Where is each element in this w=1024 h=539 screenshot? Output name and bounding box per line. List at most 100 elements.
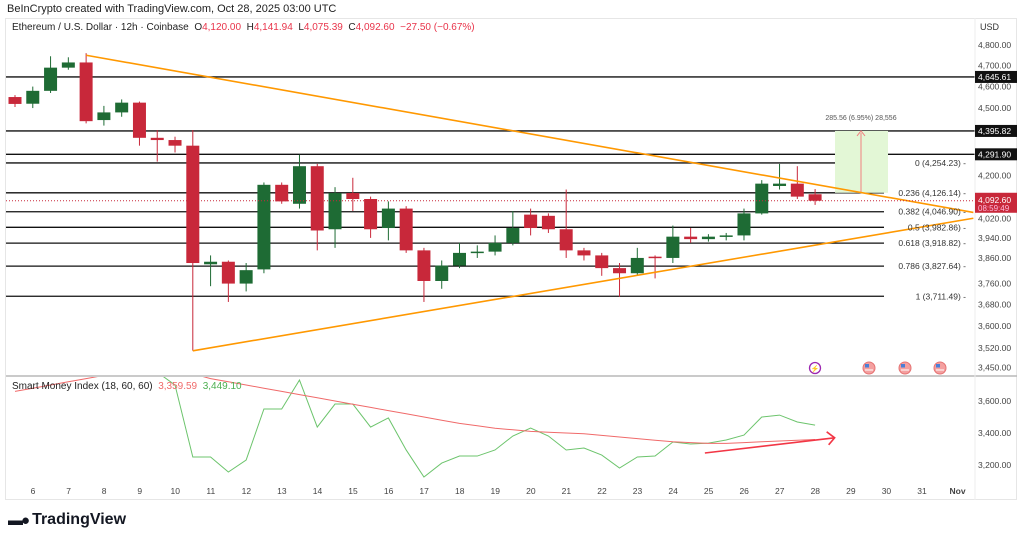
trendline-lower xyxy=(192,217,974,352)
candle-body xyxy=(8,97,22,104)
y-tick-label: 3,860.00 xyxy=(978,253,1011,263)
candle xyxy=(399,206,413,253)
candle-body xyxy=(666,236,680,258)
indicator-name: Smart Money Index (18, 60, 60) xyxy=(12,381,153,392)
candle-body xyxy=(524,214,538,229)
trend-arrowhead xyxy=(826,431,836,446)
price-tag-label: 4,291.90 xyxy=(978,149,1011,159)
x-tick-label: 15 xyxy=(348,486,358,496)
x-tick-label: 29 xyxy=(846,486,856,496)
flag-circle xyxy=(898,361,912,375)
tradingview-logo[interactable]: ▬● TradingView xyxy=(8,511,126,529)
x-tick-label: 6 xyxy=(31,486,36,496)
candle xyxy=(292,154,306,209)
candle-body xyxy=(257,184,271,270)
last-price-box xyxy=(975,192,1017,213)
smi-line xyxy=(163,377,816,478)
candle xyxy=(719,232,733,241)
candle-body xyxy=(684,236,698,240)
x-tick-label: 10 xyxy=(171,486,181,496)
x-tick-label: 20 xyxy=(526,486,536,496)
y-tick-label: 3,940.00 xyxy=(978,233,1011,243)
candle-body xyxy=(310,166,324,231)
x-tick-label: 12 xyxy=(242,486,252,496)
candle-body xyxy=(168,140,182,146)
candle xyxy=(221,260,235,302)
x-tick-label: 14 xyxy=(313,486,323,496)
candle xyxy=(8,95,22,107)
fib-level-label: 0.5 (3,982.86) - xyxy=(908,222,966,232)
candle xyxy=(26,86,40,109)
candle-body xyxy=(453,252,466,266)
indicator-smi-value: 3,449.10 xyxy=(202,381,242,392)
candle-body xyxy=(470,251,484,254)
candle xyxy=(577,247,591,261)
us-flag-icon xyxy=(862,361,876,375)
candle-body xyxy=(79,62,93,122)
candle xyxy=(132,101,146,146)
candle xyxy=(559,189,573,258)
candle xyxy=(488,235,502,256)
y-tick-label: 3,600.00 xyxy=(978,321,1011,331)
flag-circle xyxy=(933,361,947,375)
candle-body xyxy=(737,213,751,236)
x-tick-label: 22 xyxy=(597,486,607,496)
candle xyxy=(186,130,200,351)
candle-body xyxy=(346,193,360,200)
lightning-circle xyxy=(808,361,822,375)
flag-circle xyxy=(862,361,876,375)
fib-level-label: 0.786 (3,827.64) - xyxy=(898,261,966,271)
x-tick-label: 28 xyxy=(811,486,821,496)
candle-body xyxy=(132,102,146,138)
candle-body xyxy=(559,229,573,251)
candle xyxy=(755,180,769,215)
candle-body xyxy=(61,62,75,68)
measure-label: 285.56 (6.95%) 28,556 xyxy=(825,115,896,122)
indicator-y-tick-label: 3,400.00 xyxy=(978,428,1011,438)
candle xyxy=(453,242,466,269)
candle-body xyxy=(115,102,129,113)
candle xyxy=(435,260,449,289)
fib-level-label: 1 (3,711.49) - xyxy=(916,291,967,301)
candle-body xyxy=(239,270,253,284)
indicator-pane xyxy=(14,377,836,478)
candle xyxy=(684,228,698,243)
candle-body xyxy=(755,183,769,214)
trendline-upper xyxy=(85,54,974,214)
candle xyxy=(346,177,360,211)
y-tick-label: 3,520.00 xyxy=(978,343,1011,353)
candle xyxy=(168,136,182,153)
close-label: C xyxy=(348,22,356,33)
x-tick-label: 16 xyxy=(384,486,394,496)
x-tick-label: 17 xyxy=(419,486,429,496)
candle-body xyxy=(186,145,200,264)
fib-level-label: 0.236 (4,126.14) - xyxy=(898,188,966,198)
candle xyxy=(630,247,644,276)
change-value: −27.50 (−0.67%) xyxy=(400,22,475,33)
x-tick-label: 25 xyxy=(704,486,714,496)
open-value: 4,120.00 xyxy=(202,22,242,33)
candle-body xyxy=(648,256,662,259)
candle xyxy=(115,99,129,117)
low-label: L xyxy=(298,22,304,33)
price-pane xyxy=(6,53,975,352)
price-tag-label: 4,645.61 xyxy=(978,72,1011,82)
fib-level-label: 0 (4,254.23) - xyxy=(915,158,966,168)
candle xyxy=(648,255,662,279)
y-tick-label: 3,680.00 xyxy=(978,300,1011,310)
fib-level-label: 0.618 (3,918.82) - xyxy=(898,238,966,248)
y-tick-label: 4,500.00 xyxy=(978,103,1011,113)
signal-line xyxy=(14,377,816,444)
flag-canton xyxy=(936,364,940,368)
y-tick-label: 3,760.00 xyxy=(978,279,1011,289)
flag-canton xyxy=(865,364,869,368)
candle xyxy=(613,263,627,297)
candle-body xyxy=(701,236,715,240)
y-tick-label: 4,700.00 xyxy=(978,61,1011,71)
candle xyxy=(666,225,680,264)
candle-body xyxy=(613,268,627,274)
x-tick-label: Nov xyxy=(950,486,966,496)
candle xyxy=(381,201,395,241)
indicator-y-tick-label: 3,200.00 xyxy=(978,460,1011,470)
